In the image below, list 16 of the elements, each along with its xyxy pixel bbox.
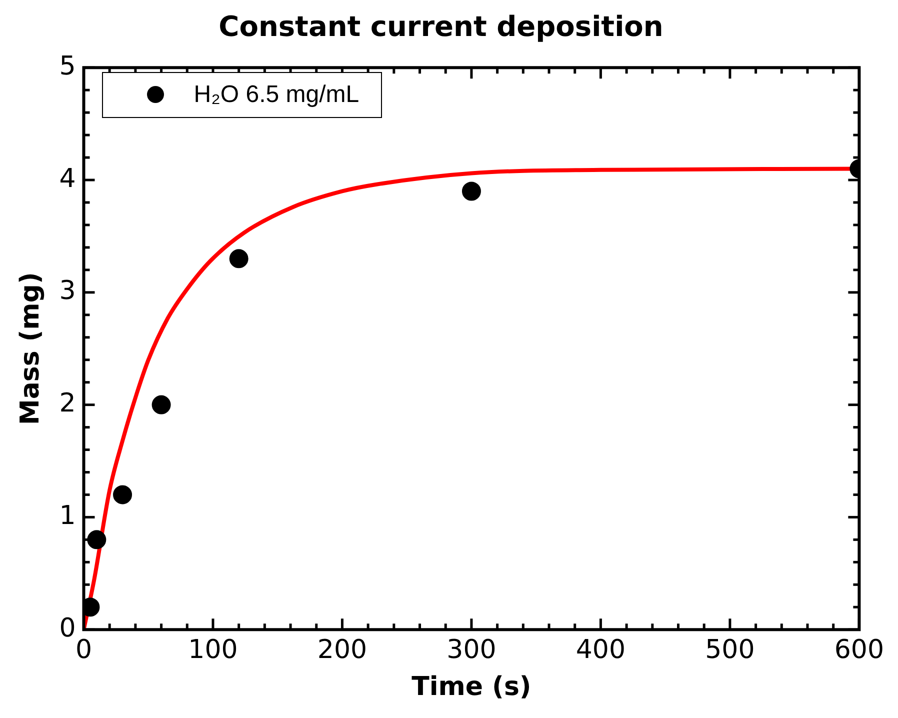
x-axis-title: Time (s)	[412, 672, 532, 702]
y-tick-label: 3	[59, 276, 76, 306]
x-tick-label: 600	[834, 634, 884, 665]
y-tick-label: 0	[59, 613, 76, 644]
y-tick-label: 4	[59, 164, 76, 194]
x-tick-label: 100	[188, 634, 238, 665]
y-axis-title: Mass (mg)	[15, 272, 46, 426]
x-tick-label: 400	[576, 634, 626, 665]
y-tick-label: 2	[59, 388, 76, 419]
chart-title: Constant current deposition	[218, 10, 664, 44]
legend-label: H₂O 6.5 mg/mL	[194, 80, 360, 109]
x-tick-label: 500	[705, 634, 755, 665]
x-tick-label: 200	[317, 634, 368, 665]
y-tick-label: 1	[59, 500, 76, 531]
x-tick-label: 300	[446, 634, 496, 665]
y-tick-label: 5	[59, 51, 76, 82]
